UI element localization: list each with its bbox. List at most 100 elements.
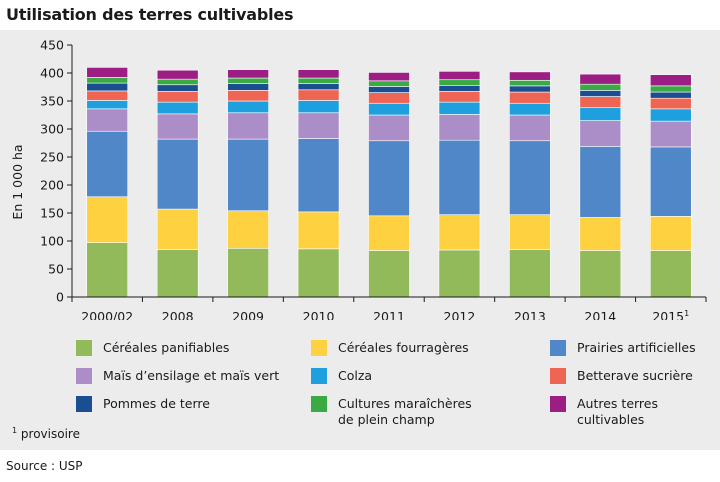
bar-segment-series-4 [649,108,692,122]
bar-stack-2000-02 [86,67,129,298]
legend-swatch [311,340,327,356]
bar-segment-series-4 [438,101,481,115]
bar-segment-series-7 [509,79,551,87]
legend-item-cereales-fourrageres: Céréales fourragères [311,340,469,356]
bar-segment-series-7 [579,83,622,91]
x-tick-label: 2009 [232,309,264,320]
bar-segment-series-0 [649,250,692,298]
legend-label: Cultures maraîchères de plein champ [338,396,472,427]
bar-segment-series-6 [156,84,199,92]
bar-segment-series-3 [649,120,692,148]
bar-segment-series-7 [368,80,410,87]
bar-segment-series-0 [509,249,551,298]
y-axis-label: En 1 000 ha [10,144,25,219]
bar-segment-series-3 [156,113,199,140]
bar-segment-series-8 [509,71,551,81]
bar-segment-series-6 [649,91,692,99]
legend-swatch [311,396,327,412]
x-axis: 2000/02 2008 2009 2010 2011 2012 2013 2014 20151 [71,296,707,320]
x-tick-label: 2000/02 [81,309,133,320]
legend-label: Betterave sucrière [577,368,693,383]
x-tick-label: 2014 [584,309,616,320]
legend-label: Maïs d’ensilage et maïs vert [103,368,280,383]
legend-label: Céréales fourragères [338,340,469,355]
bar-segment-series-7 [86,77,129,84]
legend-swatch [550,396,566,412]
bar-segment-series-1 [156,208,199,250]
bar-segment-series-5 [86,90,129,101]
bar-segment-series-8 [156,69,199,80]
bar-segment-series-8 [649,74,692,87]
bar-segment-series-6 [297,83,340,91]
bar-segment-series-4 [509,102,551,116]
bar-segment-series-4 [579,107,622,121]
bar-segment-series-6 [438,85,481,92]
bar-segment-series-0 [86,242,129,298]
bar-stacks [86,67,692,298]
bar-segment-series-6 [86,82,129,92]
bar-segment-series-4 [156,101,199,115]
bar-segment-series-2 [227,138,269,212]
legend-label: Colza [338,368,373,383]
legend-swatch [76,396,92,412]
bar-stack-2010 [297,69,340,298]
bar-segment-series-2 [649,146,692,217]
bar-stack-2012 [438,71,481,298]
y-tick-label: 100 [40,234,64,249]
bar-stack-2011 [368,72,410,298]
bar-segment-series-1 [297,211,340,250]
bar-segment-series-4 [86,100,129,110]
footnote-text: provisoire [20,427,80,441]
bar-segment-series-7 [227,77,269,84]
bar-stack-2009 [227,69,269,298]
legend-label: Autres terres cultivables [577,396,658,427]
bar-segment-series-4 [368,102,410,116]
footnote-marker: 1 [12,426,18,435]
bar-segment-series-8 [227,69,269,79]
bar-segment-series-0 [368,250,410,298]
bar-segment-series-5 [368,92,410,104]
y-tick-label: 350 [40,94,64,109]
y-axis: 0 50 100 150 200 250 300 350 400 450 [40,38,73,305]
x-tick-label: 2010 [303,309,335,320]
bar-segment-series-1 [579,217,622,251]
legend-item-betterave-sucriere: Betterave sucrière [550,368,693,384]
bar-stack-2015 [649,74,692,298]
bar-segment-series-5 [156,91,199,103]
bar-segment-series-3 [509,114,551,142]
bar-segment-series-0 [156,249,199,298]
bar-segment-series-5 [649,97,692,110]
y-tick-label: 300 [40,122,64,137]
bar-segment-series-4 [297,100,340,114]
bar-segment-series-8 [579,73,622,85]
title-bar: Utilisation des terres cultivables [0,0,720,30]
bar-stack-2014 [579,73,622,298]
bar-segment-series-3 [297,112,340,139]
y-tick-label: 0 [56,290,64,305]
bar-segment-series-0 [579,250,622,298]
footnote: 1 provisoire [12,426,80,441]
bar-segment-series-2 [297,138,340,213]
bar-segment-series-1 [509,214,551,250]
y-tick-label: 200 [40,178,64,193]
bar-chart: En 1 000 ha 050100150200250300350400450 … [10,38,707,320]
bar-segment-series-0 [227,247,269,298]
legend-swatch [76,340,92,356]
legend-item-pommes-de-terre: Pommes de terre [76,396,210,412]
chart-title: Utilisation des terres cultivables [6,5,294,24]
bar-segment-series-0 [438,249,481,298]
bar-segment-series-8 [368,72,410,82]
x-tick-label: 2008 [162,309,194,320]
bar-segment-series-6 [227,83,269,91]
y-tick-label: 150 [40,206,64,221]
bar-segment-series-2 [156,138,199,210]
legend-item-mais-ensilage: Maïs d’ensilage et maïs vert [76,368,279,384]
bar-segment-series-6 [509,85,551,93]
bar-segment-series-7 [156,78,199,86]
legend-item-cultures-maraicheres: Cultures maraîchères de plein champ [311,396,486,428]
legend: Céréales panifiables Céréales fourragère… [76,340,716,430]
bar-segment-series-6 [368,86,410,93]
x-tick-superscript: 1 [684,309,689,318]
y-tick-label: 250 [40,150,64,165]
bar-segment-series-1 [649,216,692,251]
